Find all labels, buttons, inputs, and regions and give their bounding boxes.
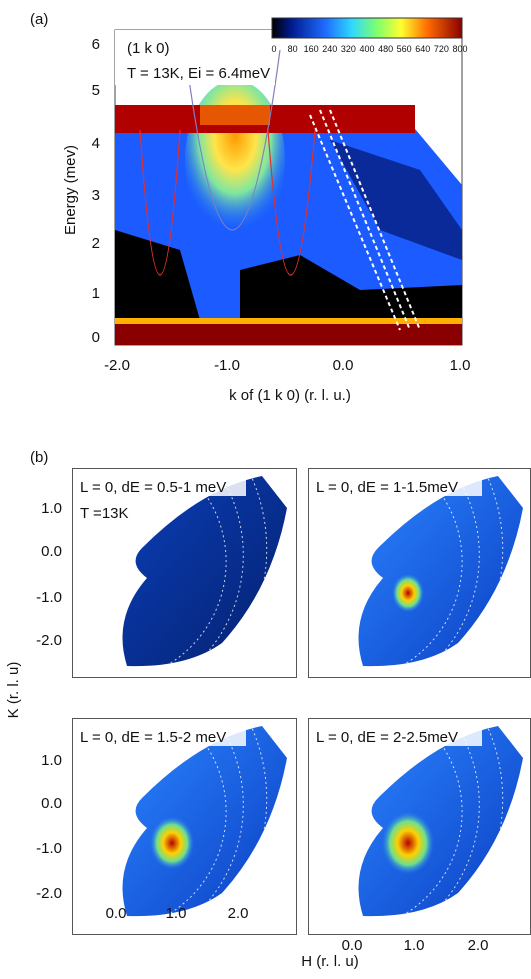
arc [457, 477, 504, 669]
arc [191, 727, 244, 919]
colorbar-tick-label: 640 [415, 44, 430, 54]
intensity-map [358, 476, 523, 667]
y-tick-label: -1.0 [36, 840, 62, 857]
intensity-spot [150, 816, 194, 870]
intensity-spot [382, 811, 434, 875]
arc [457, 727, 504, 919]
x-tick-label: 2.0 [468, 937, 489, 954]
y-tick-label: 0.0 [41, 795, 62, 812]
annotation-box [115, 30, 275, 85]
panel-label: (b) [30, 449, 48, 466]
y-tick-label: -1.0 [36, 589, 62, 606]
y-tick-label: -2.0 [36, 885, 62, 902]
x-tick-label: 0.0 [342, 937, 363, 954]
map: L = 0, dE = 1.5-2 meV [72, 718, 297, 935]
x-axis-label: k of (1 k 0) (r. l. u.) [229, 387, 351, 404]
map-title: L = 0, dE = 1.5-2 meV [80, 729, 226, 746]
intensity-spot [392, 573, 424, 613]
title-bg [76, 724, 246, 746]
colorbar-tick-label: 80 [288, 44, 298, 54]
y-tick-label: 2 [92, 235, 100, 252]
arc [251, 727, 294, 919]
map: L = 0, dE = 0.5-1 meV T =13K [72, 468, 297, 678]
arc [161, 727, 227, 919]
colorbar-tick-label: 560 [397, 44, 412, 54]
panel-label: (a) [30, 11, 48, 28]
y-axis-label: Energy (mev) [62, 145, 79, 235]
x-tick-label: 1.0 [166, 905, 187, 922]
colorbar-tick-label: 480 [378, 44, 393, 54]
map: L = 0, dE = 1-1.5meV [308, 468, 531, 678]
arc [427, 477, 480, 669]
x-tick-label: -2.0 [104, 357, 130, 374]
colorbar-tick-label: 320 [341, 44, 356, 54]
arc [251, 477, 294, 669]
map-title: L = 0, dE = 2-2.5meV [316, 729, 458, 746]
y-tick-label: 1.0 [41, 500, 62, 517]
intensity-map [122, 726, 287, 917]
arc [221, 727, 268, 919]
x-axis-label: H (r. l. u) [301, 953, 359, 970]
arc [191, 477, 244, 669]
arc [221, 477, 268, 669]
x-tick-label: 1.0 [450, 357, 471, 374]
colorbar-tick-label: 160 [304, 44, 319, 54]
y-tick-label: 0 [92, 329, 100, 346]
map-note: T =13K [80, 505, 129, 522]
y-tick-label: 1 [92, 285, 100, 302]
intensity-map [122, 476, 287, 667]
annotation: (1 k 0) [127, 40, 170, 57]
y-tick-label: 6 [92, 36, 100, 53]
map: L = 0, dE = 2-2.5meV [308, 718, 531, 935]
colorbar-tick-label: 0 [271, 44, 276, 54]
y-tick-label: 0.0 [41, 543, 62, 560]
y-tick-label: -2.0 [36, 632, 62, 649]
map-title: L = 0, dE = 0.5-1 meV [80, 479, 226, 496]
arc [397, 727, 463, 919]
y-tick-label: 4 [92, 135, 100, 152]
arc [487, 727, 530, 919]
colorbar-tick-label: 400 [359, 44, 374, 54]
colorbar-tick-label: 800 [452, 44, 467, 54]
colorbar [271, 17, 463, 39]
map-title: L = 0, dE = 1-1.5meV [316, 479, 458, 496]
colorbar-tick-label: 720 [434, 44, 449, 54]
title-bg [312, 474, 482, 496]
arc [427, 727, 480, 919]
arc [397, 477, 463, 669]
conditions: T = 13K, Ei = 6.4meV [127, 65, 270, 82]
x-tick-label: 0.0 [333, 357, 354, 374]
arc [487, 477, 530, 669]
y-axis-label: K (r. l. u) [5, 662, 22, 719]
arc [161, 477, 227, 669]
x-tick-label: -1.0 [214, 357, 240, 374]
heatmap-a [115, 49, 462, 345]
title-bg [76, 474, 246, 496]
x-tick-label: 2.0 [228, 905, 249, 922]
y-tick-label: 5 [92, 82, 100, 99]
colorbar-tick-label: 240 [322, 44, 337, 54]
y-tick-label: 1.0 [41, 752, 62, 769]
y-tick-label: 3 [92, 187, 100, 204]
x-tick-label: 0.0 [106, 905, 127, 922]
maps: L = 0, dE = 0.5-1 meV T =13K L = 0, dE = 1… [72, 468, 531, 935]
title-bg [312, 724, 482, 746]
x-tick-label: 1.0 [404, 937, 425, 954]
